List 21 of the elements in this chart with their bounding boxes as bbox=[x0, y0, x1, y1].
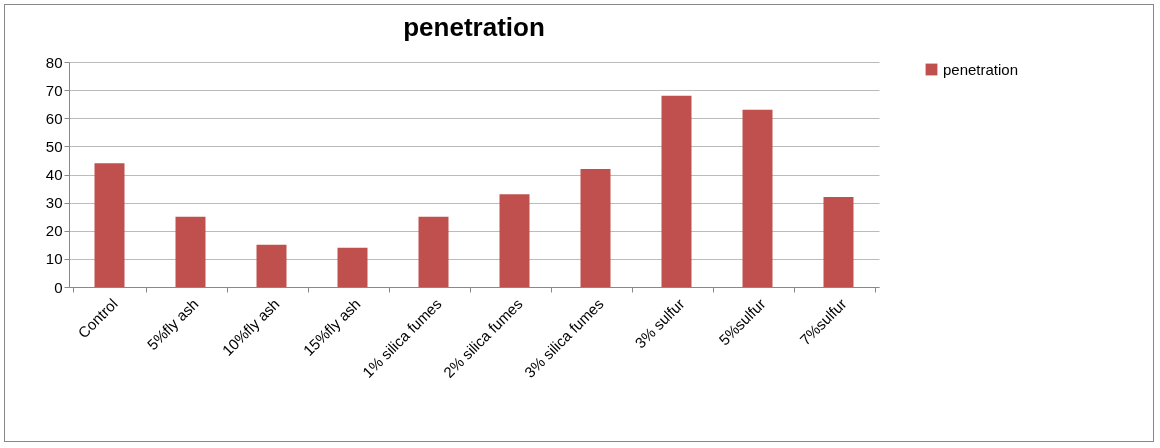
y-tick-label: 70 bbox=[45, 81, 63, 99]
bar bbox=[94, 163, 125, 287]
y-tick-label: 30 bbox=[45, 194, 63, 212]
y-tick-label: 50 bbox=[45, 137, 63, 155]
bar bbox=[823, 197, 854, 287]
legend-label: penetration bbox=[943, 60, 1019, 78]
bar bbox=[175, 216, 206, 287]
bar bbox=[256, 244, 287, 287]
bar bbox=[580, 168, 611, 287]
bar bbox=[742, 109, 773, 287]
bar bbox=[499, 194, 530, 287]
bar bbox=[661, 95, 692, 287]
y-tick-label: 20 bbox=[45, 222, 63, 240]
bar bbox=[337, 247, 368, 287]
y-tick-label: 40 bbox=[45, 166, 63, 183]
y-tick-label: 0 bbox=[54, 278, 63, 296]
y-tick-label: 80 bbox=[45, 53, 63, 71]
y-tick-label: 10 bbox=[45, 250, 63, 268]
y-tick-label: 60 bbox=[45, 109, 63, 127]
chart-title: penetration bbox=[403, 12, 545, 42]
bar bbox=[418, 216, 449, 287]
